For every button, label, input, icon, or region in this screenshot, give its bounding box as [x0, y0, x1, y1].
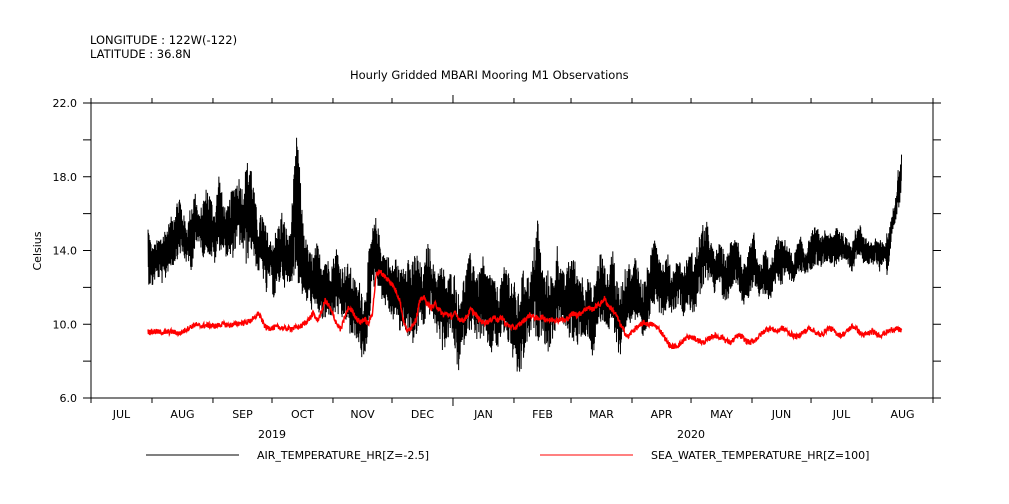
x-tick-label: MAY: [710, 408, 733, 421]
x-tick-label: AUG: [890, 408, 914, 421]
series-line-sea-water-temperature: [147, 269, 903, 350]
x-tick-label: JAN: [473, 408, 493, 421]
legend-label-air: AIR_TEMPERATURE_HR[Z=-2.5]: [257, 449, 429, 462]
x-tick-label: JUN: [771, 408, 792, 421]
x-tick-label: MAR: [589, 408, 614, 421]
x-tick-label: FEB: [532, 408, 553, 421]
x-year-label: 2019: [258, 428, 286, 441]
legend-label-sea: SEA_WATER_TEMPERATURE_HR[Z=100]: [651, 449, 869, 462]
x-year-label: 2020: [677, 428, 705, 441]
y-axis-label: Celsius: [31, 231, 44, 270]
x-tick-label: NOV: [350, 408, 375, 421]
x-tick-label: JUL: [832, 408, 851, 421]
x-tick-label: APR: [651, 408, 673, 421]
x-tick-label: OCT: [291, 408, 314, 421]
x-tick-label: JUL: [112, 408, 131, 421]
y-tick-label: 18.0: [53, 171, 78, 184]
x-tick-label: DEC: [411, 408, 434, 421]
y-tick-label: 22.0: [53, 97, 78, 110]
x-tick-label: SEP: [232, 408, 253, 421]
chart-title: Hourly Gridded MBARI Mooring M1 Observat…: [350, 68, 629, 82]
x-tick-label: AUG: [170, 408, 194, 421]
y-tick-label: 6.0: [60, 392, 78, 405]
y-tick-label: 14.0: [53, 245, 78, 258]
legend: AIR_TEMPERATURE_HR[Z=-2.5] SEA_WATER_TEM…: [146, 449, 869, 462]
longitude-label: LONGITUDE : 122W(-122): [90, 33, 238, 47]
plot-frame: [90, 102, 934, 399]
series-layer: [147, 137, 903, 372]
y-tick-label: 10.0: [53, 318, 78, 331]
series-line-air-temperature: [147, 137, 903, 372]
latitude-label: LATITUDE : 36.8N: [90, 47, 192, 61]
axes-layer: 6.0 10.0 14.0 18.0 22.0 JUL AUG SEP OCT NOV DEC JAN…: [53, 95, 941, 441]
